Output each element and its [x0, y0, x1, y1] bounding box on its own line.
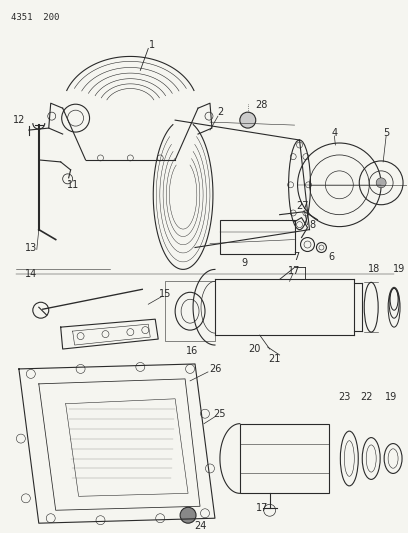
Text: 4: 4: [331, 128, 337, 138]
Bar: [220, 220, 295, 254]
Text: 21: 21: [268, 354, 281, 364]
Text: 16: 16: [186, 346, 198, 356]
Text: 17: 17: [288, 266, 301, 277]
Text: 14: 14: [25, 269, 37, 279]
Text: 22: 22: [360, 392, 373, 402]
Circle shape: [180, 507, 196, 523]
Text: 25: 25: [214, 409, 226, 419]
Text: 24: 24: [194, 521, 206, 531]
Text: 6: 6: [328, 253, 335, 262]
Text: 13: 13: [25, 243, 37, 253]
Text: 26: 26: [209, 364, 221, 374]
Text: 5: 5: [383, 128, 389, 138]
Text: 8: 8: [309, 220, 315, 230]
Text: 2: 2: [217, 107, 223, 117]
Text: 1: 1: [149, 41, 155, 51]
Text: 9: 9: [242, 259, 248, 269]
Text: 28: 28: [255, 100, 268, 110]
Bar: [165, 281, 215, 341]
Text: 27: 27: [296, 201, 309, 211]
Text: 15: 15: [159, 289, 171, 300]
Text: 23: 23: [338, 392, 350, 402]
Text: 12: 12: [13, 115, 25, 125]
Text: 19: 19: [385, 392, 397, 402]
Text: 17: 17: [255, 503, 268, 513]
Text: 19: 19: [393, 264, 405, 274]
Text: 20: 20: [248, 344, 261, 354]
Text: 18: 18: [368, 264, 380, 274]
Bar: [240, 424, 329, 494]
Text: 4351  200: 4351 200: [11, 13, 59, 22]
Text: 11: 11: [67, 180, 79, 190]
Circle shape: [376, 178, 386, 188]
Circle shape: [240, 112, 256, 128]
Text: 7: 7: [293, 253, 300, 262]
